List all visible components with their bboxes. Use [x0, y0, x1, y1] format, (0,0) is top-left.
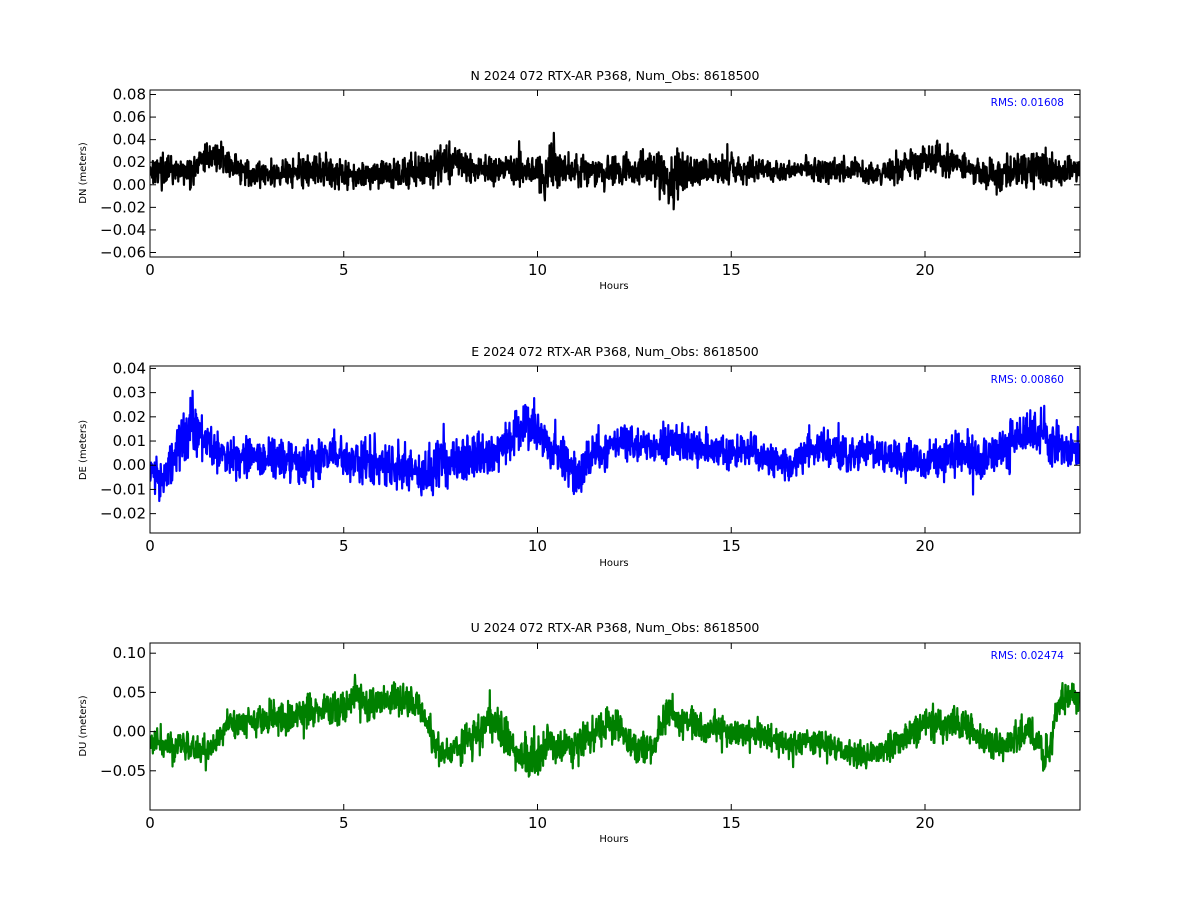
subplot-east: E 2024 072 RTX-AR P368, Num_Obs: 8618500…: [78, 344, 1081, 569]
x-tick-label: 0: [145, 261, 155, 279]
y-tick-label: −0.05: [100, 762, 146, 780]
x-tick-label: 10: [528, 537, 547, 555]
y-axis-label-up: DU (meters): [78, 695, 89, 756]
x-axis-label-east: Hours: [599, 558, 628, 569]
data-layer-north: [150, 131, 1080, 211]
series-line-north: [150, 131, 1080, 211]
plot-frame-up: [149, 642, 1081, 811]
y-tick-label: 0.08: [113, 86, 146, 104]
y-tick-label: −0.02: [100, 198, 146, 216]
y-tick-label: 0.02: [113, 153, 146, 171]
y-tick-label: 0.00: [113, 176, 146, 194]
x-tick-label: 15: [722, 261, 741, 279]
y-tick-label: 0.00: [113, 456, 146, 474]
y-tick-label: 0.04: [113, 131, 146, 149]
y-axis-label-north: DN (meters): [78, 142, 89, 204]
data-layer-east: [150, 389, 1080, 503]
y-tick-label: −0.01: [100, 480, 146, 498]
ticks-up: 0 5 10 15 20 −0.05 0.00 0.05 0.10: [100, 643, 1080, 832]
plot-title-east: E 2024 072 RTX-AR P368, Num_Obs: 8618500: [471, 344, 759, 359]
data-layer-up: [150, 673, 1080, 778]
x-tick-label: 5: [339, 814, 349, 832]
ticks-north: 0 5 10 15 20 −0.06 −0.04 −0.02 0.00 0.02 0.04 0.06 0…: [100, 86, 1080, 279]
x-axis-label-up: Hours: [599, 834, 628, 845]
x-tick-label: 20: [915, 261, 934, 279]
x-tick-label: 20: [915, 537, 934, 555]
x-tick-label: 5: [339, 537, 349, 555]
y-tick-label: −0.02: [100, 505, 146, 523]
y-tick-label: −0.06: [100, 243, 146, 261]
subplot-north: N 2024 072 RTX-AR P368, Num_Obs: 8618500…: [78, 68, 1081, 292]
plot-frame-east: [149, 365, 1081, 534]
y-tick-label: 0.01: [113, 432, 146, 450]
x-tick-label: 5: [339, 261, 349, 279]
x-axis-label-north: Hours: [599, 281, 628, 292]
x-tick-label: 20: [915, 814, 934, 832]
x-tick-label: 0: [145, 814, 155, 832]
series-line-east: [150, 389, 1080, 503]
y-tick-label: 0.04: [113, 359, 146, 377]
ticks-east: 0 5 10 15 20 −0.02 −0.01 0.00 0.01 0.02 0.03 0.04: [100, 359, 1080, 555]
x-tick-label: 15: [722, 814, 741, 832]
plot-title-up: U 2024 072 RTX-AR P368, Num_Obs: 8618500: [471, 620, 760, 635]
rms-annotation-up: RMS: 0.02474: [991, 650, 1065, 662]
y-tick-label: 0.03: [113, 384, 146, 402]
subplot-up: U 2024 072 RTX-AR P368, Num_Obs: 8618500…: [78, 620, 1081, 845]
plot-frame-north: [149, 89, 1081, 258]
y-tick-label: 0.02: [113, 408, 146, 426]
x-tick-label: 15: [722, 537, 741, 555]
y-tick-label: 0.10: [113, 644, 146, 662]
y-axis-label-east: DE (meters): [78, 420, 89, 480]
x-tick-label: 10: [528, 814, 547, 832]
y-tick-label: 0.00: [113, 723, 146, 741]
plot-title-north: N 2024 072 RTX-AR P368, Num_Obs: 8618500: [471, 68, 760, 83]
rms-annotation-north: RMS: 0.01608: [991, 97, 1064, 109]
series-line-up: [150, 673, 1080, 778]
x-tick-label: 0: [145, 537, 155, 555]
y-tick-label: 0.05: [113, 683, 146, 701]
x-tick-label: 10: [528, 261, 547, 279]
y-tick-label: −0.04: [100, 221, 146, 239]
rms-annotation-east: RMS: 0.00860: [991, 374, 1064, 386]
y-tick-label: 0.06: [113, 108, 146, 126]
